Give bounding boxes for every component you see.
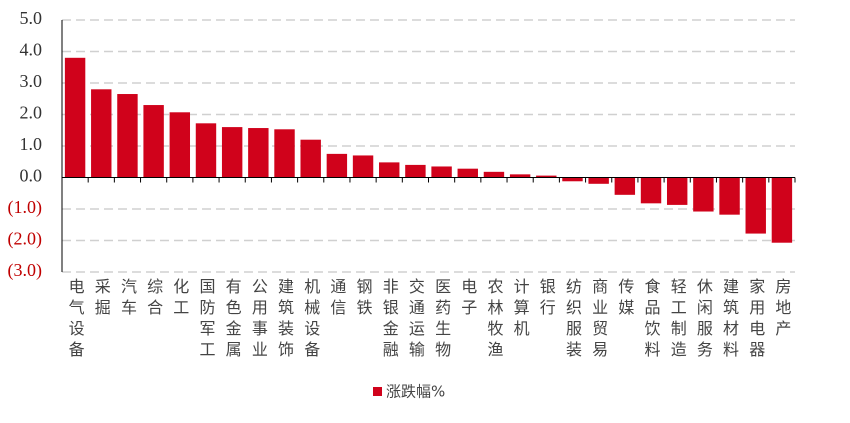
legend-swatch	[373, 387, 382, 396]
x-tick-label: 通信	[327, 278, 346, 320]
x-tick-label: 电气设备	[66, 278, 85, 362]
y-tick-label: (1.0)	[8, 197, 43, 218]
x-tick-label: 传媒	[615, 278, 634, 320]
x-tick-label: 钢铁	[354, 278, 373, 320]
x-tick-label: 国防军工	[196, 278, 215, 362]
bar	[693, 177, 714, 212]
x-tick-label: 医药生物	[432, 278, 451, 362]
y-tick-label: 5.0	[20, 8, 43, 28]
x-tick-label: 农林牧渔	[484, 278, 503, 362]
bar	[195, 123, 217, 178]
y-tick-label: (2.0)	[8, 229, 43, 250]
bar	[562, 177, 583, 182]
x-tick-label: 采掘	[92, 278, 111, 320]
bar	[169, 112, 191, 178]
bar	[274, 129, 295, 178]
bar	[91, 89, 112, 178]
x-tick-label: 房地产	[772, 278, 791, 341]
x-tick-label: 纺织服装	[563, 278, 582, 362]
x-tick-label: 建筑材料	[720, 278, 739, 362]
bar	[614, 177, 636, 195]
x-tick-label: 综合	[144, 278, 163, 320]
y-tick-label: 4.0	[20, 40, 43, 60]
x-tick-label: 建筑装饰	[275, 278, 294, 362]
x-tick-label: 化工	[170, 278, 189, 320]
bar	[588, 177, 609, 184]
x-tick-label: 电子	[458, 278, 477, 320]
bar	[719, 177, 740, 215]
x-tick-label: 轻工制造	[668, 278, 687, 362]
x-tick-label: 公用事业	[249, 278, 268, 362]
bar	[536, 175, 557, 178]
x-tick-label: 家用电器	[746, 278, 765, 362]
bar	[431, 166, 452, 178]
bar	[143, 105, 164, 178]
x-tick-label: 休闲服务	[694, 278, 713, 362]
bar	[64, 57, 86, 178]
bar	[379, 162, 400, 178]
x-tick-label: 商业贸易	[589, 278, 608, 362]
bar	[509, 174, 531, 178]
bar	[221, 127, 243, 178]
y-tick-label: 1.0	[20, 134, 43, 154]
y-tick-label: (3.0)	[8, 260, 43, 281]
y-tick-label: 2.0	[20, 103, 43, 123]
x-tick-label: 银行	[537, 278, 556, 320]
bar	[352, 155, 374, 178]
bar	[457, 168, 478, 178]
y-tick-label: 0.0	[20, 166, 43, 186]
x-tick-label: 有色金属	[223, 278, 242, 362]
x-tick-label: 汽车	[118, 278, 137, 320]
x-tick-label: 交通运输	[406, 278, 425, 362]
bar	[117, 94, 138, 178]
x-tick-label: 计算机	[511, 278, 530, 341]
legend-label: 涨跌幅%	[386, 383, 445, 401]
bar	[745, 177, 766, 234]
y-tick-label: 3.0	[20, 71, 43, 91]
bar	[666, 177, 688, 205]
x-tick-label: 非银金融	[380, 278, 399, 362]
x-tick-label: 食品饮料	[642, 278, 661, 362]
bar	[326, 153, 348, 178]
bar	[640, 177, 662, 204]
x-tick-label: 机械设备	[301, 278, 320, 362]
bar	[483, 171, 505, 178]
bar	[405, 164, 426, 178]
bar	[771, 177, 793, 243]
bar	[248, 128, 269, 178]
bar	[300, 139, 321, 178]
